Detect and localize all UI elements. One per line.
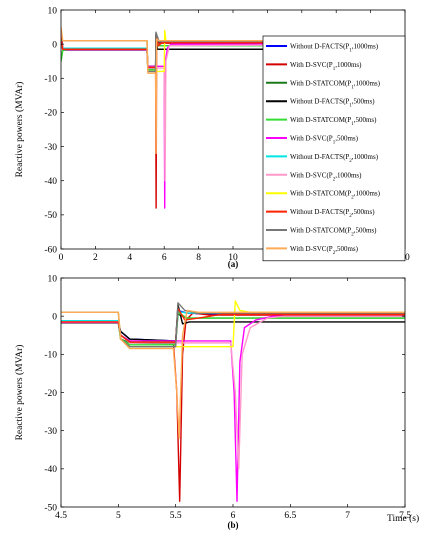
legend-entry: With D-STATCOM(P1,500ms) [290, 116, 377, 127]
y-tick-label: -10 [44, 351, 57, 361]
y-tick-label: 10 [48, 6, 58, 16]
x-tick-label: 10 [228, 253, 238, 263]
y-tick-label: -20 [44, 389, 57, 399]
x-axis-label: Time (s) [387, 513, 419, 524]
y-tick-label: -50 [44, 503, 57, 513]
x-tick-label: 0 [59, 253, 64, 263]
x-tick-label: 2 [93, 253, 98, 263]
legend-entry: With D-SVC(P1,500ms) [290, 135, 359, 146]
series-group [61, 300, 405, 502]
legend-entry: With D-SVC(P1,1000ms) [290, 61, 362, 72]
y-tick-label: 10 [48, 274, 58, 284]
x-tick-label: 4.5 [55, 511, 67, 521]
x-tick-label: 6 [231, 511, 236, 521]
y-tick-label: -40 [44, 177, 57, 187]
series-line-9 [61, 36, 405, 69]
legend-entry: Without D-FACTS(P1,1000ms) [290, 43, 379, 54]
x-tick-label: 6.5 [284, 511, 296, 521]
y-tick-label: -20 [44, 109, 57, 119]
legend-entry: With D-SVC(P2,1000ms) [290, 171, 362, 182]
legend-entry: With D-STATCOM(P2,500ms) [290, 227, 377, 238]
chart-panel-1: 4.5 5 5.5 6 6.5 7 7.5 10 0 -10 -20 -30 -40 -50 Time (s… [14, 274, 419, 530]
panel-caption: (a) [228, 259, 239, 269]
legend-entry: Without D-FACTS(P2,500ms) [290, 208, 375, 219]
y-tick-label: 0 [52, 40, 57, 50]
x-tick-label: 5.5 [170, 511, 182, 521]
y-tick-label: -60 [44, 245, 57, 255]
legend-entry: Without D-FACTS(P1,500ms) [290, 98, 375, 109]
y-tick-label: -10 [44, 75, 57, 85]
legend-entry: With D-SVC(P2,500ms) [290, 245, 359, 256]
y-tick-label: -40 [44, 465, 57, 475]
series-line-11 [61, 309, 405, 439]
series-line-8 [61, 300, 405, 348]
x-tick-label: 6 [162, 253, 167, 263]
y-tick-label: 0 [52, 312, 57, 322]
y-tick-label: -50 [44, 211, 57, 221]
legend-entry: With D-STATCOM(P1,1000ms) [290, 79, 381, 90]
legend-entry: With D-STATCOM(P2,1000ms) [290, 190, 381, 201]
y-tick-label: -30 [44, 427, 57, 437]
series-line-11 [61, 26, 405, 155]
y-axis-label: Reactive powers (MVAr) [14, 82, 25, 178]
x-tick-label: 4 [127, 253, 132, 263]
legend-box [262, 35, 406, 262]
y-axis-label: Reactive powers (MVAr) [14, 345, 25, 441]
chart-panel-0: 02468101214161820100-10-20-30-40-50-60Ti… [14, 6, 410, 269]
series-group [61, 26, 405, 209]
x-tick-label: 7 [345, 511, 350, 521]
legend: Without D-FACTS(P1,1000ms) With D-SVC(P1,… [262, 35, 406, 262]
y-tick-label: -30 [44, 143, 57, 153]
legend-entry: Without D-FACTS(P2,1000ms) [290, 153, 379, 164]
x-tick-label: 8 [196, 253, 201, 263]
x-tick-label: 7.5 [399, 511, 411, 521]
panel-caption: (b) [228, 520, 239, 530]
x-tick-label: 5 [116, 511, 121, 521]
